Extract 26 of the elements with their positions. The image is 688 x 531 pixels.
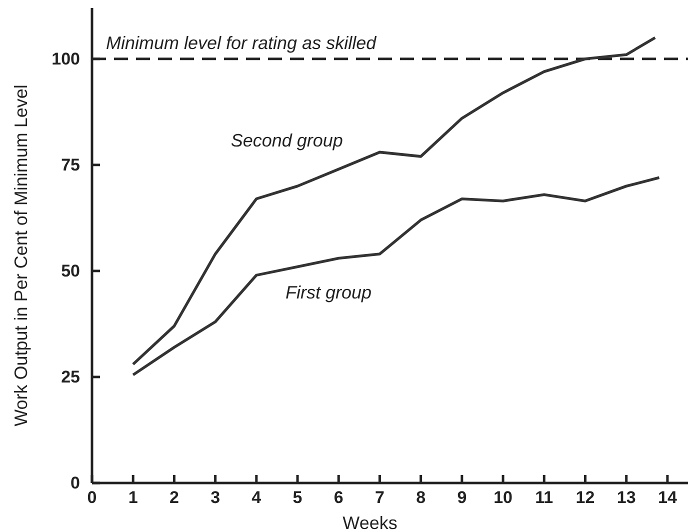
y-tick-label: 0: [70, 473, 80, 492]
series-label: Second group: [230, 130, 343, 150]
x-tick-label: 0: [87, 488, 97, 508]
y-tick-label: 25: [61, 367, 80, 386]
x-tick-label: 3: [210, 488, 220, 508]
x-tick-label: 2: [169, 488, 179, 508]
y-tick-label: 50: [61, 261, 80, 280]
x-tick-label: 4: [252, 488, 262, 508]
x-tick-label: 11: [535, 488, 554, 508]
x-tick-label: 9: [457, 488, 467, 508]
x-tick-label: 10: [494, 488, 512, 508]
y-axis-title: Work Output in Per Cent of Minimum Level: [11, 84, 31, 426]
y-tick-label: 75: [61, 155, 80, 174]
ref-line-label: Minimum level for rating as skilled: [106, 32, 378, 53]
x-tick-label: 6: [334, 488, 344, 508]
line-series: [132, 176, 661, 376]
x-tick-label: 8: [416, 488, 426, 508]
x-tick-label: 12: [576, 488, 595, 508]
x-tick-label: 13: [616, 488, 636, 508]
y-tick-label: 100: [52, 49, 80, 68]
series-label: First group: [286, 282, 372, 303]
x-tick-label: 5: [292, 488, 302, 508]
x-axis-title: Weeks: [342, 513, 398, 531]
x-tick-label: 7: [374, 488, 384, 508]
x-tick-label: 14: [658, 488, 678, 508]
x-tick-label: 1: [128, 488, 138, 508]
